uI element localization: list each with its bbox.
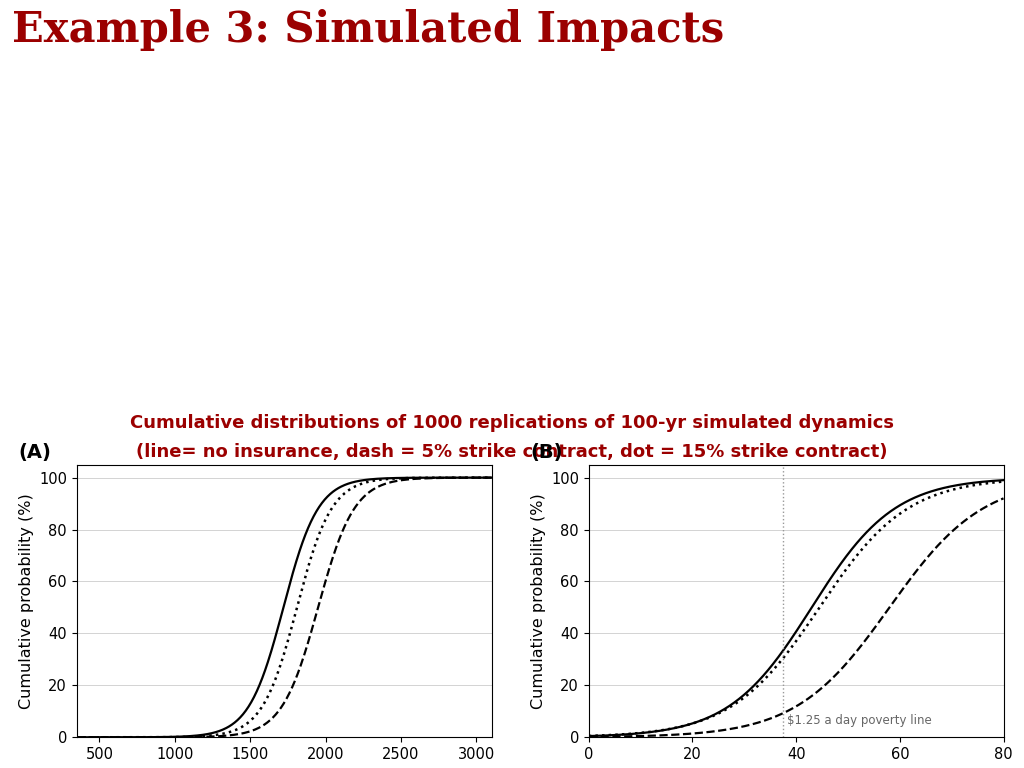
Text: $1.25 a day poverty line: $1.25 a day poverty line [787, 714, 932, 727]
Text: 5% contract reduces pr(flock collapse) below initial size (1096): 5% contract reduces pr(flock collapse) b… [49, 221, 726, 241]
Text: It would reduce poverty headcount ($1.25/day) by 20%: It would reduce poverty headcount ($1.25… [49, 336, 647, 356]
Text: by from 80% to 60% and eliminate prob. of collapse below 75%.: by from 80% to 60% and eliminate prob. o… [49, 251, 742, 271]
Text: (line= no insurance, dash = 5% strike contract, dot = 15% strike contract): (line= no insurance, dash = 5% strike co… [136, 443, 888, 461]
Text: Assume that project insures all nest trees: Assume that project insures all nest tre… [49, 91, 498, 111]
Text: (B): (B) [530, 443, 563, 462]
Text: (A): (A) [18, 443, 51, 462]
Text: Example 3: Simulated Impacts: Example 3: Simulated Impacts [12, 9, 725, 51]
Text: insures all nest trees: insures all nest trees [264, 91, 488, 111]
Text: year t, and that each villager receives $600/12 = $50 for full: year t, and that each villager receives … [49, 119, 672, 143]
Y-axis label: Cumulative probability (%): Cumulative probability (%) [18, 493, 34, 709]
Text: installation and monitoring of an artificial nest: installation and monitoring of an artifi… [49, 151, 548, 170]
Text: Cumulative distributions of 1000 replications of 100-yr simulated dynamics: Cumulative distributions of 1000 replica… [130, 414, 894, 432]
Y-axis label: Cumulative probability (%): Cumulative probability (%) [530, 493, 546, 709]
Text: Assume that project insures all nest trees at the beginning of any: Assume that project insures all nest tre… [49, 91, 757, 111]
